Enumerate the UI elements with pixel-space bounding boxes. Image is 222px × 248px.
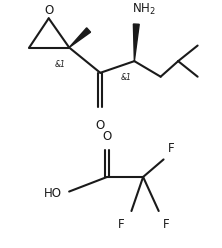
Text: O: O [96, 119, 105, 131]
Text: F: F [118, 218, 125, 231]
Text: &1: &1 [55, 60, 66, 69]
Text: O: O [44, 4, 53, 17]
Text: F: F [167, 142, 174, 155]
Polygon shape [69, 28, 91, 48]
Polygon shape [133, 24, 139, 61]
Text: F: F [163, 218, 169, 231]
Text: O: O [103, 130, 112, 143]
Text: NH$_2$: NH$_2$ [132, 2, 156, 17]
Text: &1: &1 [121, 73, 132, 82]
Text: HO: HO [44, 187, 62, 200]
